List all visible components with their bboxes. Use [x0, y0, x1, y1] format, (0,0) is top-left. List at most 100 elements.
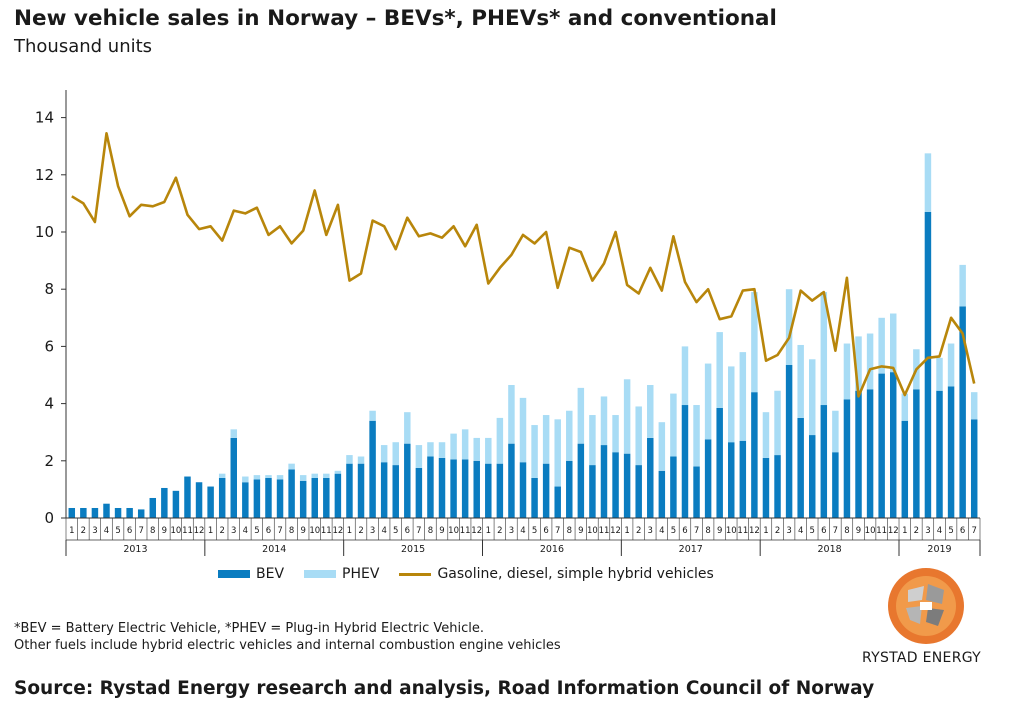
x-month-label: 4 — [659, 526, 664, 536]
x-month-label: 10 — [170, 526, 181, 536]
bar-bev — [600, 445, 608, 518]
bar-bev — [832, 452, 839, 518]
bar-bev — [913, 389, 920, 518]
x-month-label: 6 — [405, 526, 410, 536]
x-month-label: 2 — [497, 526, 502, 536]
bar-bev — [681, 405, 689, 518]
bar-phev — [461, 429, 469, 460]
bar-phev — [519, 397, 527, 463]
bar-phev — [774, 390, 781, 456]
bar-phev — [612, 415, 619, 453]
x-month-label: 11 — [460, 526, 471, 536]
x-month-label: 12 — [749, 526, 760, 536]
x-month-label: 11 — [876, 526, 887, 536]
bar-bev — [473, 460, 480, 518]
bar-phev — [531, 425, 538, 478]
bar-phev — [311, 473, 318, 478]
bar-bev — [693, 466, 700, 518]
x-month-label: 10 — [865, 526, 876, 536]
legend-item-bev: BEV — [218, 566, 284, 582]
x-year-label: 2019 — [927, 544, 951, 555]
x-year-label: 2018 — [818, 544, 842, 555]
bar-phev — [346, 455, 353, 464]
bar-bev — [716, 407, 723, 518]
bar-bev — [774, 455, 781, 518]
x-month-label: 6 — [543, 526, 548, 536]
bar-bev — [369, 420, 376, 518]
bar-bev — [889, 372, 897, 518]
x-month-label: 10 — [726, 526, 737, 536]
bar-phev — [693, 405, 700, 467]
x-month-label: 8 — [428, 526, 433, 536]
bar-phev — [600, 396, 608, 446]
bar-bev — [242, 482, 249, 518]
bar-bev — [346, 463, 353, 518]
bar-bev — [647, 437, 654, 518]
bar-bev — [623, 453, 631, 518]
bar-bev — [126, 507, 133, 518]
bar-phev — [265, 475, 272, 478]
x-month-label: 4 — [798, 526, 803, 536]
bar-phev — [947, 343, 955, 387]
x-month-label: 3 — [648, 526, 653, 536]
bar-phev — [438, 442, 446, 458]
bar-bev — [276, 479, 284, 518]
bar-bev — [450, 459, 457, 518]
bar-phev — [473, 437, 480, 461]
x-month-label: 6 — [821, 526, 826, 536]
bar-bev — [843, 399, 851, 518]
x-month-label: 4 — [243, 526, 248, 536]
x-month-label: 10 — [448, 526, 459, 536]
x-month-label: 8 — [844, 526, 849, 536]
x-month-label: 7 — [277, 526, 282, 536]
legend-item-phev: PHEV — [304, 566, 379, 582]
x-month-label: 12 — [332, 526, 343, 536]
bar-phev — [901, 393, 909, 421]
bar-phev — [959, 264, 966, 307]
y-tick-label: 12 — [35, 166, 54, 184]
x-month-label: 6 — [682, 526, 687, 536]
bar-phev — [762, 412, 770, 458]
bar-bev — [739, 440, 747, 518]
bar-phev — [508, 385, 515, 444]
x-month-label: 7 — [972, 526, 977, 536]
x-month-label: 11 — [599, 526, 610, 536]
bar-bev — [924, 211, 932, 519]
x-month-label: 5 — [948, 526, 953, 536]
bar-bev — [230, 437, 237, 518]
bar-phev — [392, 442, 399, 466]
bar-bev — [704, 439, 712, 518]
bar-bev — [485, 463, 492, 518]
source-line: Source: Rystad Energy research and analy… — [14, 678, 875, 699]
bar-bev — [519, 462, 527, 518]
bar-bev — [947, 386, 955, 518]
bar-phev — [670, 393, 677, 457]
x-month-label: 8 — [567, 526, 572, 536]
legend-swatch-bev — [218, 570, 250, 578]
x-month-label: 2 — [914, 526, 919, 536]
footnote-other-fuels: Other fuels include hybrid electric vehi… — [14, 638, 561, 653]
bar-phev — [797, 344, 804, 418]
rystad-logo-icon — [888, 568, 964, 644]
x-month-label: 1 — [763, 526, 768, 536]
x-month-label: 5 — [810, 526, 815, 536]
bar-bev — [936, 390, 943, 518]
x-month-label: 12 — [471, 526, 482, 536]
bar-phev — [866, 333, 874, 390]
bar-bev — [149, 497, 157, 518]
x-year-label: 2014 — [262, 544, 286, 555]
x-month-label: 3 — [92, 526, 97, 536]
bar-bev — [878, 373, 885, 518]
x-month-label: 2 — [81, 526, 86, 536]
x-month-label: 7 — [694, 526, 699, 536]
x-month-label: 9 — [300, 526, 305, 536]
x-month-label: 12 — [610, 526, 621, 536]
bar-bev — [80, 507, 87, 518]
bar-bev — [404, 443, 411, 518]
x-month-label: 4 — [937, 526, 942, 536]
x-month-label: 8 — [705, 526, 710, 536]
bar-phev — [820, 292, 828, 406]
bar-phev — [380, 445, 388, 463]
bar-bev — [820, 405, 828, 518]
